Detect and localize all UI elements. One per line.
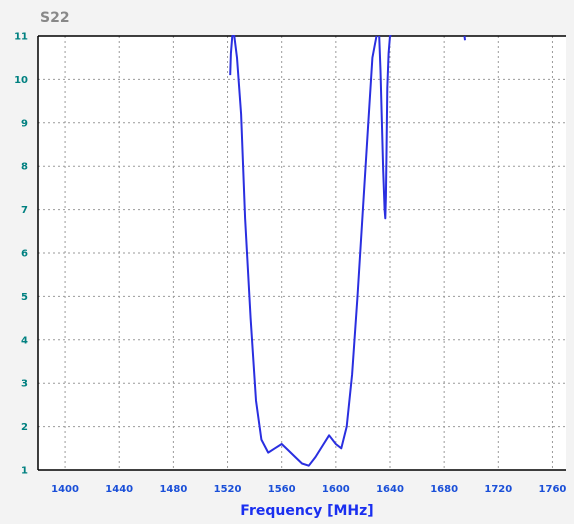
series-line bbox=[463, 35, 466, 41]
x-tick-label: 1680 bbox=[430, 484, 458, 495]
x-tick-label: 1440 bbox=[105, 484, 133, 495]
x-tick-label: 1400 bbox=[51, 484, 79, 495]
y-tick-label: 5 bbox=[21, 292, 28, 303]
series-line bbox=[378, 35, 392, 220]
x-axis-label: Frequency [MHz] bbox=[240, 503, 373, 519]
y-tick-label: 2 bbox=[21, 422, 28, 433]
y-tick-label: 11 bbox=[14, 32, 28, 43]
x-tick-label: 1560 bbox=[268, 484, 296, 495]
x-tick-label: 1720 bbox=[484, 484, 512, 495]
x-tick-label: 1760 bbox=[539, 484, 567, 495]
x-tick-label: 1640 bbox=[376, 484, 404, 495]
x-tick-label: 1480 bbox=[159, 484, 187, 495]
x-tick-labels: 1400 1440 1480 1520 1560 1600 1640 1680 1720 1760 bbox=[51, 484, 566, 495]
y-tick-label: 9 bbox=[21, 118, 28, 129]
y-tick-label: 4 bbox=[21, 335, 28, 346]
series-layer bbox=[229, 35, 466, 467]
y-tick-label: 6 bbox=[21, 249, 28, 260]
frame-layer bbox=[37, 35, 566, 471]
x-tick-label: 1600 bbox=[322, 484, 350, 495]
x-tick-label: 1520 bbox=[214, 484, 242, 495]
series-line bbox=[229, 35, 378, 467]
y-tick-label: 8 bbox=[21, 162, 28, 173]
chart-title: S22 bbox=[40, 10, 70, 26]
y-tick-label: 10 bbox=[14, 75, 28, 86]
y-tick-label: 1 bbox=[21, 466, 28, 477]
plot-area bbox=[38, 36, 566, 470]
y-tick-label: 3 bbox=[21, 379, 28, 390]
y-tick-labels: 1 2 3 4 5 6 7 8 9 10 11 bbox=[14, 32, 28, 477]
y-tick-label: 7 bbox=[21, 205, 28, 216]
